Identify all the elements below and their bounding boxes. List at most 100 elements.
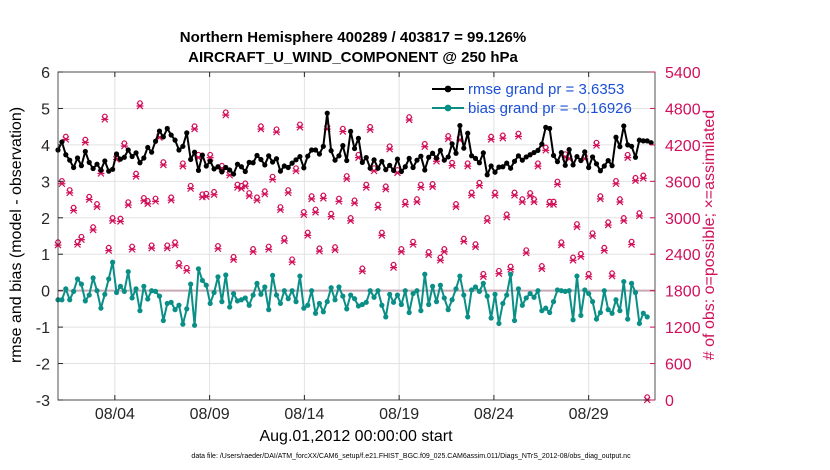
obs-point: [296, 121, 304, 131]
rmse-point: [133, 150, 139, 156]
bias-point: [133, 286, 139, 292]
bias-point: [121, 288, 127, 294]
bias-point: [402, 288, 408, 294]
rmse-point: [441, 157, 447, 163]
y-right-ticks: 0 600 1200 1800 2400 3000 3600 4200 4800 5400: [650, 65, 701, 410]
bias-point: [601, 288, 607, 294]
bias-point: [383, 314, 389, 320]
bias-point: [90, 275, 96, 281]
obs-point: [620, 215, 628, 225]
obs-point: [608, 270, 616, 280]
legend: rmse grand pr = 3.6353 bias grand pr = -…: [432, 81, 632, 117]
rmse-point: [250, 160, 256, 166]
obs-point: [276, 204, 284, 214]
rmse-point: [453, 150, 459, 156]
obs-point: [351, 197, 359, 207]
bias-point: [359, 301, 365, 308]
bias-point: [117, 283, 124, 289]
x-tick-label: 08/24: [474, 406, 514, 423]
legend-bias-marker: [444, 104, 452, 112]
bias-point: [316, 300, 323, 307]
rmse-point: [324, 110, 330, 116]
obs-point: [343, 173, 351, 183]
x-tick-label: 08/14: [284, 406, 324, 423]
rmse-point: [426, 154, 432, 160]
rmse-point: [234, 161, 241, 167]
bias-point: [379, 302, 385, 308]
obs-point: [128, 243, 136, 253]
rmse-point: [176, 147, 182, 153]
bias-point: [363, 299, 369, 305]
rmse-point: [636, 137, 642, 143]
bias-point: [270, 272, 276, 278]
rmse-point: [211, 166, 217, 172]
y-left-tick-label: -1: [36, 320, 50, 337]
rmse-point: [613, 134, 619, 140]
rmse-point: [254, 152, 260, 159]
bias-point: [589, 299, 596, 305]
rmse-point: [106, 168, 112, 174]
rmse-point: [180, 143, 186, 149]
obs-point: [386, 143, 394, 153]
obs-point: [312, 206, 320, 216]
rmse-point: [527, 152, 533, 158]
bias-point: [632, 289, 639, 296]
rmse-point: [500, 164, 506, 170]
y-right-tick-label: 0: [665, 393, 674, 410]
bias-point: [527, 290, 533, 297]
bias-point: [285, 296, 291, 302]
x-tick-label: 08/04: [95, 406, 135, 423]
obs-point: [604, 219, 612, 229]
obs-point: [116, 215, 124, 225]
y-left-tick-label: -3: [36, 393, 50, 410]
bias-point: [496, 320, 502, 327]
bias-point: [152, 288, 159, 294]
rmse-point: [262, 162, 268, 168]
rmse-point: [449, 141, 455, 147]
obs-point: [577, 250, 585, 261]
bias-point: [640, 310, 646, 316]
bias-point: [289, 288, 295, 294]
bias-point: [250, 292, 256, 298]
rmse-point: [191, 149, 198, 155]
rmse-point: [617, 144, 623, 150]
bias-point: [141, 283, 147, 289]
obs-point: [366, 123, 374, 134]
rmse-point: [628, 143, 635, 149]
bias-point: [63, 286, 69, 292]
legend-rmse-marker: [444, 85, 452, 93]
bias-point: [429, 283, 436, 289]
obs-point: [475, 179, 483, 190]
rmse-point: [383, 167, 389, 173]
bias-point: [277, 300, 284, 307]
rmse-point: [429, 150, 436, 156]
x-axis-ticks: 08/04 08/09 08/14 08/19 08/24 08/29: [95, 72, 609, 423]
obs-point: [144, 198, 152, 208]
obs-point: [421, 140, 429, 151]
obs-point: [522, 247, 530, 257]
y-left-tick-label: 5: [41, 101, 50, 118]
obs-point: [592, 139, 600, 149]
rmse-point: [168, 132, 174, 138]
bias-point: [74, 276, 81, 282]
obs-point: [464, 160, 472, 170]
rmse-point: [63, 152, 69, 158]
rmse-point: [195, 167, 202, 173]
bias-point: [160, 317, 166, 324]
obs-point: [288, 256, 296, 266]
rmse-point: [472, 155, 479, 161]
rmse-point: [137, 160, 143, 166]
rmse-point: [223, 164, 229, 171]
bias-point: [531, 294, 537, 300]
bias-point: [340, 293, 346, 299]
bias-point: [149, 288, 155, 294]
obs-point: [436, 254, 444, 264]
obs-point: [85, 193, 93, 203]
obs-point: [101, 113, 109, 123]
obs-point: [550, 198, 558, 208]
obs-point: [639, 172, 647, 182]
rmse-point: [414, 157, 420, 163]
rmse-point: [508, 165, 514, 171]
bias-point: [605, 307, 611, 313]
